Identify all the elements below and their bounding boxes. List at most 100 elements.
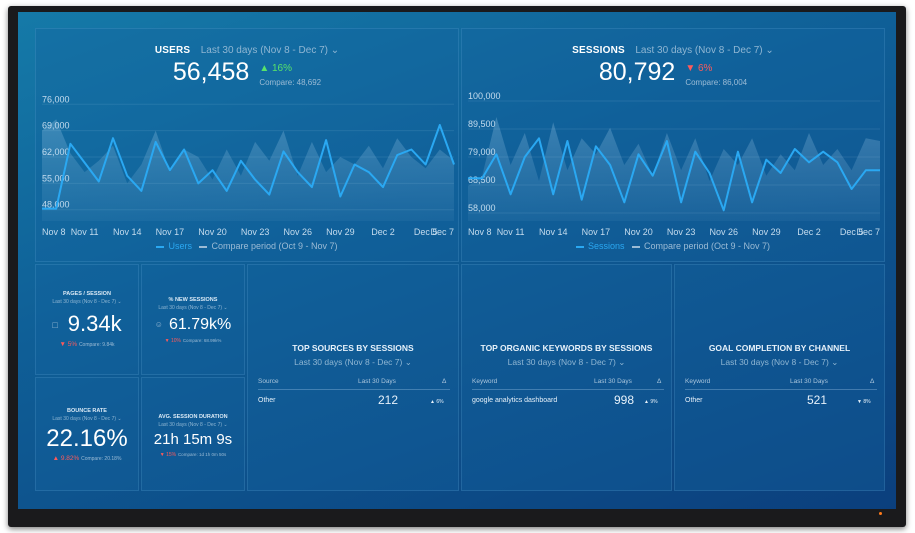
sessions-legend-compare: Compare period (Oct 9 - Nov 7)	[644, 241, 771, 251]
top-sources-row-name: Other	[258, 397, 276, 404]
avg-duration-compare: Compare: 1d 1h 0m 50s	[177, 452, 227, 457]
top-sources-widget: TOP SOURCES BY SESSIONS Last 30 days (No…	[247, 264, 459, 491]
chevron-down-icon: ⌄	[223, 305, 228, 311]
users-x-tick-label: Dec 5	[414, 227, 438, 237]
users-period-dropdown[interactable]: Last 30 days (Nov 8 - Dec 7) ⌄	[201, 45, 339, 56]
bounce-rate-period-label: Last 30 days (Nov 8 - Dec 7)	[52, 416, 117, 422]
col-header-source: Source	[258, 378, 279, 385]
users-x-tick-label: Nov 23	[241, 227, 270, 237]
sessions-x-tick-label: Nov 8	[468, 227, 492, 237]
users-x-tick-label: Nov 8	[42, 227, 66, 237]
goal-completion-title: GOAL COMPLETION BY CHANNEL	[708, 343, 851, 353]
users-legend: Users Compare period (Oct 9 - Nov 7)	[36, 241, 458, 251]
users-delta-value: 16%	[272, 63, 293, 74]
top-sources-period-label: Last 30 days (Nov 8 - Dec 7)	[294, 357, 403, 367]
new-sessions-period[interactable]: Last 30 days (Nov 8 - Dec 7) ⌄	[142, 305, 244, 311]
new-sessions-delta-value: 10%	[170, 338, 181, 344]
pages-session-delta-row: ▼ 5% Compare: 9.84k	[36, 341, 138, 348]
goal-completion-row-name: Other	[685, 397, 703, 404]
chevron-down-icon: ⌄	[765, 45, 774, 56]
pages-session-period-label: Last 30 days (Nov 8 - Dec 7)	[52, 299, 117, 305]
up-arrow-icon: ▲	[430, 399, 435, 405]
sessions-legend-main: Sessions	[587, 241, 625, 251]
top-sources-period[interactable]: Last 30 days (Nov 8 - Dec 7) ⌄	[248, 357, 458, 368]
users-y-tick-label: 76,000	[42, 94, 70, 104]
down-arrow-icon: ▼	[59, 341, 66, 348]
down-arrow-icon: ▼	[164, 338, 170, 344]
power-led	[879, 512, 882, 515]
sessions-period-label: Last 30 days (Nov 8 - Dec 7)	[635, 45, 763, 56]
bounce-rate-period[interactable]: Last 30 days (Nov 8 - Dec 7) ⌄	[36, 416, 138, 422]
col-header-keyword: Keyword	[472, 378, 498, 385]
sessions-y-tick-label: 89,500	[468, 119, 496, 129]
sessions-title: SESSIONS	[572, 45, 625, 56]
bounce-rate-delta: ▲ 9.82%	[53, 455, 80, 462]
down-arrow-icon: ▼	[159, 452, 165, 458]
sessions-x-tick-label: Nov 14	[539, 227, 568, 237]
chevron-down-icon: ⌄	[117, 299, 122, 305]
down-arrow-icon: ▼	[685, 63, 696, 74]
header-divider	[258, 389, 450, 390]
col-header-last30: Last 30 Days	[594, 378, 632, 385]
top-keywords-row-delta-value: 9%	[650, 399, 658, 405]
users-x-tick-label: Nov 29	[326, 227, 355, 237]
bounce-rate-widget: BOUNCE RATE Last 30 days (Nov 8 - Dec 7)…	[35, 377, 139, 491]
bounce-rate-compare: Compare: 20.18%	[81, 456, 122, 462]
new-sessions-delta: ▼ 10%	[165, 338, 181, 344]
avg-duration-period[interactable]: Last 30 days (Nov 8 - Dec 7) ⌄	[142, 422, 244, 428]
users-x-tick-label: Nov 26	[283, 227, 312, 237]
users-compare: Compare: 48,692	[259, 78, 322, 87]
new-sessions-title: % NEW SESSIONS	[168, 297, 218, 303]
chevron-down-icon: ⌄	[618, 357, 626, 367]
new-sessions-widget: % NEW SESSIONS Last 30 days (Nov 8 - Dec…	[141, 264, 245, 375]
pages-session-period[interactable]: Last 30 days (Nov 8 - Dec 7) ⌄	[36, 299, 138, 305]
avg-duration-delta: ▼ 15%	[160, 452, 176, 458]
sessions-x-tick-label: Nov 26	[709, 227, 738, 237]
sessions-value-row: 80,792 ▼ 6% Compare: 86,004	[462, 58, 884, 89]
top-sources-row-value: 212	[378, 393, 399, 407]
chevron-down-icon: ⌄	[831, 357, 839, 367]
avg-duration-value: 21h 15m 9s	[153, 431, 233, 448]
sessions-period-dropdown[interactable]: Last 30 days (Nov 8 - Dec 7) ⌄	[635, 45, 773, 56]
bounce-rate-delta-row: ▲ 9.82% Compare: 20.18%	[36, 455, 138, 462]
chevron-down-icon: ⌄	[404, 357, 412, 367]
new-sessions-compare: Compare: 68.99k%	[182, 338, 222, 343]
legend-line-icon	[156, 245, 165, 248]
users-x-tick-label: Nov 17	[156, 227, 185, 237]
users-delta-block: ▲ 16% Compare: 48,692	[259, 58, 321, 89]
top-keywords-row-delta: ▲ 9%	[644, 399, 658, 405]
sessions-x-tick-label: Dec 7	[856, 227, 880, 237]
sessions-x-tick-label: Nov 11	[497, 227, 525, 237]
goal-completion-row-delta: ▼ 8%	[857, 399, 871, 405]
avg-duration-delta-value: 15%	[166, 452, 177, 458]
pages-session-value-row: □ 9.34k	[36, 311, 138, 337]
sessions-compare: Compare: 86,004	[685, 78, 748, 87]
top-sources-row-delta: ▲ 6%	[430, 399, 444, 405]
users-value-row: 56,458 ▲ 16% Compare: 48,692	[36, 58, 458, 89]
avg-duration-period-label: Last 30 days (Nov 8 - Dec 7)	[158, 422, 223, 428]
col-header-delta: Δ	[442, 378, 447, 385]
users-title: USERS	[154, 45, 191, 56]
users-delta: ▲ 16%	[259, 63, 292, 74]
sessions-x-tick-label: Nov 17	[582, 227, 611, 237]
top-keywords-row-value: 998	[614, 393, 635, 407]
sessions-delta: ▼ 6%	[685, 63, 712, 74]
avg-duration-title: AVG. SESSION DURATION	[158, 414, 228, 420]
top-keywords-widget: TOP ORGANIC KEYWORDS BY SESSIONS Last 30…	[461, 264, 672, 491]
sessions-y-tick-label: 79,000	[468, 147, 496, 157]
up-arrow-icon: ▲	[259, 63, 270, 74]
users-x-tick-label: Nov 11	[71, 227, 99, 237]
users-main-series-line	[42, 124, 455, 210]
top-keywords-period[interactable]: Last 30 days (Nov 8 - Dec 7) ⌄	[462, 357, 671, 368]
sessions-delta-block: ▼ 6% Compare: 86,004	[685, 58, 747, 89]
users-x-tick-label: Nov 14	[113, 227, 142, 237]
bounce-rate-delta-value: 9.82%	[60, 455, 80, 462]
col-header-last30: Last 30 Days	[790, 378, 828, 385]
sessions-main-series-line	[468, 137, 880, 212]
chevron-down-icon: ⌄	[330, 45, 340, 56]
goal-completion-period[interactable]: Last 30 days (Nov 8 - Dec 7) ⌄	[675, 357, 884, 368]
document-icon: □	[52, 320, 58, 331]
